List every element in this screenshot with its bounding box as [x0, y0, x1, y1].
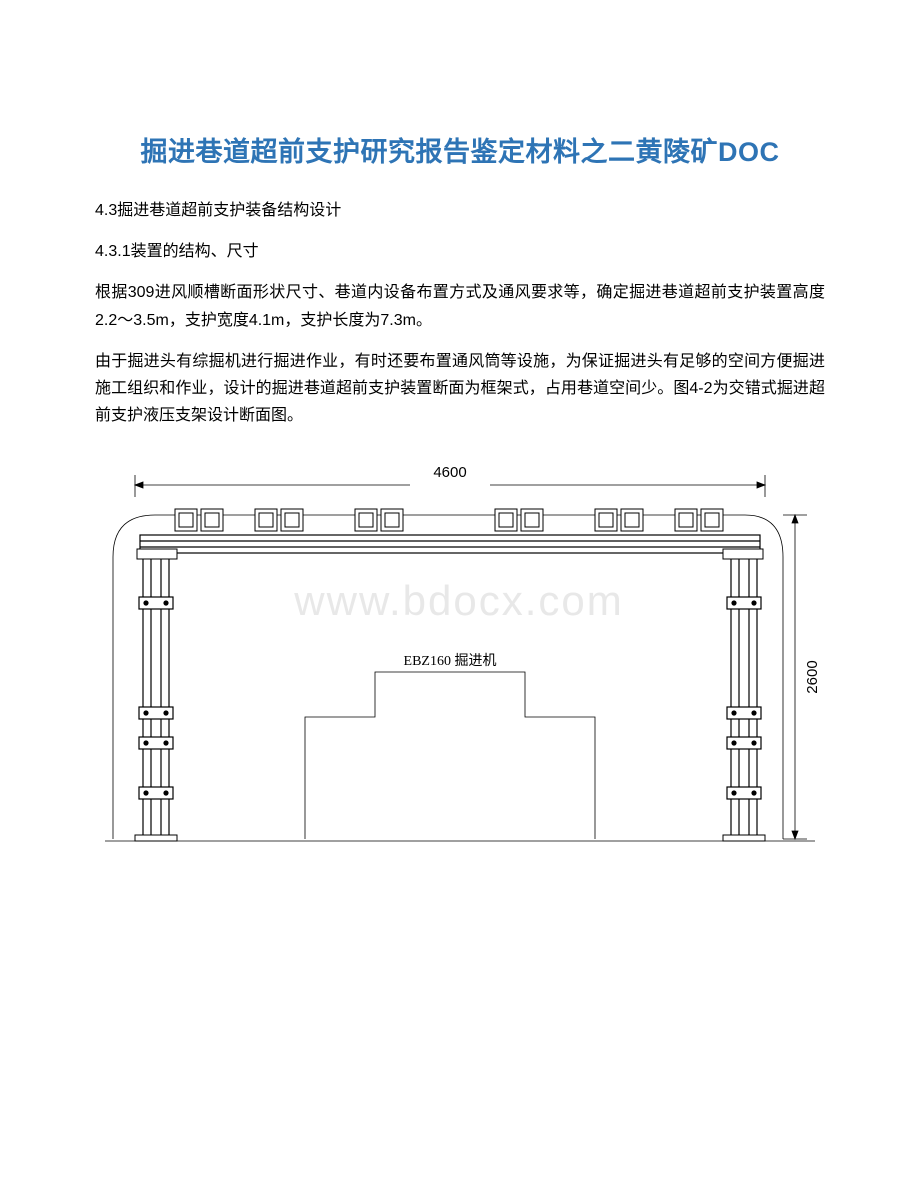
machine-label: EBZ160 掘进机: [404, 653, 497, 669]
section-heading-4-3: 4.3掘进巷道超前支护装备结构设计: [95, 197, 825, 224]
page-title: 掘进巷道超前支护研究报告鉴定材料之二黄陵矿DOC: [95, 130, 825, 169]
dim-width: 4600: [433, 464, 466, 481]
paragraph-1: 根据309进风顺槽断面形状尺寸、巷道内设备布置方式及通风要求等，确定掘进巷道超前…: [95, 279, 825, 333]
paragraph-2: 由于掘进头有综掘机进行掘进作业，有时还要布置通风筒等设施，为保证掘进头有足够的空…: [95, 348, 825, 430]
section-heading-4-3-1: 4.3.1装置的结构、尺寸: [95, 238, 825, 265]
dim-height: 2600: [804, 661, 821, 694]
cross-section-diagram: www.bdocx.com 4600 2600: [95, 447, 823, 847]
